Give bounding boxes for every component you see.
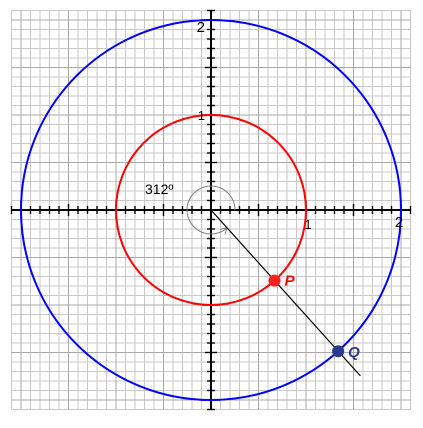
inner-circle — [115, 114, 307, 306]
point-q[interactable] — [332, 345, 345, 358]
point-p[interactable] — [268, 274, 281, 287]
angle-label: 312º — [145, 181, 173, 197]
x-tick-label-1: 1 — [304, 217, 311, 232]
x-tick-label-2: 2 — [395, 214, 403, 231]
point-q-label: Q — [348, 344, 360, 361]
y-tick-label-1: 1 — [198, 108, 205, 123]
angle-arc — [186, 185, 236, 235]
y-tick-label-2: 2 — [197, 19, 205, 36]
outer-circle — [20, 19, 402, 401]
point-p-label: P — [285, 273, 296, 290]
